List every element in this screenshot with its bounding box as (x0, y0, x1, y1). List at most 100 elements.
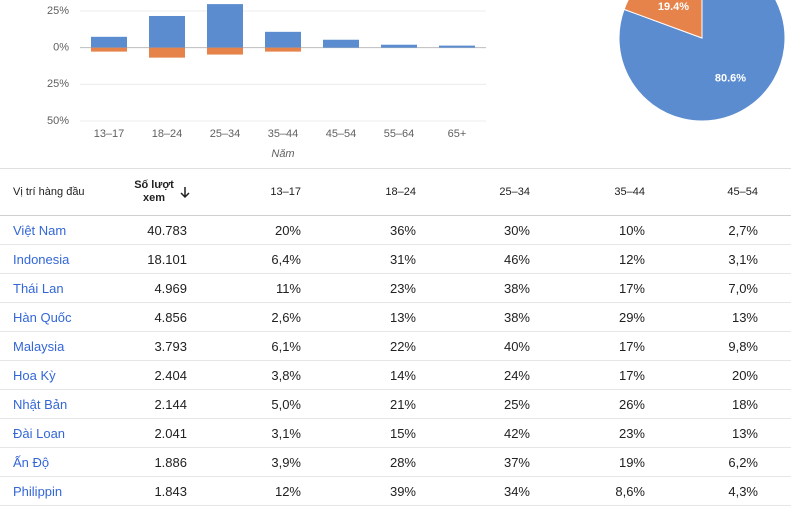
table-cell: 20% (645, 360, 758, 390)
country-link[interactable]: Thái Lan (0, 273, 130, 303)
bar (207, 47, 243, 55)
table-row: Hoa Kỳ 2.404 3,8% 14% 24% 17% 20% (0, 360, 791, 390)
header-cell: 13–17 (187, 168, 301, 216)
country-link[interactable]: Malaysia (0, 331, 130, 361)
y-tick-label: 25% (47, 5, 69, 17)
country-link[interactable]: Indonesia (0, 244, 130, 274)
table-row: Philippin 1.843 12% 39% 34% 8,6% 4,3% (0, 476, 791, 506)
table-cell: 7,0% (645, 273, 758, 303)
table-cell: 22% (301, 331, 416, 361)
table-cell: 1.886 (130, 447, 187, 477)
table-cell: 23% (530, 418, 645, 448)
table-body: Việt Nam 40.783 20% 36% 30% 10% 2,7% Indonesia 1… (0, 215, 791, 506)
table-cell: 38% (416, 302, 530, 332)
bar (323, 39, 359, 48)
table-row: Malaysia 3.793 6,1% 22% 40% 17% 9,8% (0, 331, 791, 361)
table-cell: 25% (416, 389, 530, 419)
table-cell: 20% (187, 215, 301, 245)
row-spacer (758, 389, 791, 419)
table-cell: 2,7% (645, 215, 758, 245)
table-cell: 31% (301, 244, 416, 274)
table-cell: 3,9% (187, 447, 301, 477)
table-cell: 34% (416, 476, 530, 506)
table-cell: 29% (530, 302, 645, 332)
table-cell: 3.793 (130, 331, 187, 361)
table-cell: 39% (301, 476, 416, 506)
table-cell: 6,2% (645, 447, 758, 477)
table-cell: 19% (530, 447, 645, 477)
bar (265, 47, 301, 52)
table-row: Thái Lan 4.969 11% 23% 38% 17% 7,0% (0, 273, 791, 303)
country-link[interactable]: Đài Loan (0, 418, 130, 448)
table-cell: 13% (645, 418, 758, 448)
header-cell: 25–34 (416, 168, 530, 216)
table-cell: 40% (416, 331, 530, 361)
table-cell: 18% (645, 389, 758, 419)
country-link[interactable]: Philippin (0, 476, 130, 506)
table-cell: 12% (187, 476, 301, 506)
table-row: Việt Nam 40.783 20% 36% 30% 10% 2,7% (0, 215, 791, 245)
table-cell: 2.404 (130, 360, 187, 390)
x-tick-label: 13–17 (94, 128, 125, 140)
table-cell: 40.783 (130, 215, 187, 245)
row-spacer (758, 360, 791, 390)
table-cell: 6,1% (187, 331, 301, 361)
slice-label: 19.4% (658, 1, 689, 13)
header-cell: Vị trí hàng đầu (0, 168, 130, 216)
row-spacer (758, 476, 791, 506)
table-cell: 37% (416, 447, 530, 477)
table-cell: 14% (301, 360, 416, 390)
sort-header: Số lượt xem (130, 179, 192, 205)
header-row: Vị trí hàng đầu Số lượt xem 13–17 18–24 25–3… (0, 168, 791, 216)
header-spacer (758, 168, 791, 216)
row-spacer (758, 244, 791, 274)
table-cell: 28% (301, 447, 416, 477)
table-cell: 1.843 (130, 476, 187, 506)
table-cell: 9,8% (645, 331, 758, 361)
table-cell: 21% (301, 389, 416, 419)
table-row: Đài Loan 2.041 3,1% 15% 42% 23% 13% (0, 418, 791, 448)
country-link[interactable]: Việt Nam (0, 215, 130, 245)
table-cell: 4.969 (130, 273, 187, 303)
table-row: Indonesia 18.101 6,4% 31% 46% 12% 3,1% (0, 244, 791, 274)
header-cell: 18–24 (301, 168, 416, 216)
header-cell[interactable]: Số lượt xem (130, 168, 190, 216)
row-spacer (758, 331, 791, 361)
header-text: Số lượt xem (134, 179, 174, 204)
y-tick-label: 25% (47, 78, 69, 90)
table-cell: 38% (416, 273, 530, 303)
country-link[interactable]: Hoa Kỳ (0, 360, 130, 390)
x-axis-label: Năm (271, 148, 294, 160)
slice-label: 80.6% (715, 73, 746, 85)
bar (91, 36, 127, 48)
table-row: Hàn Quốc 4.856 2,6% 13% 38% 29% 13% (0, 302, 791, 332)
table-cell: 17% (530, 360, 645, 390)
table-cell: 3,1% (645, 244, 758, 274)
x-tick-label: 25–34 (210, 128, 241, 140)
table-cell: 24% (416, 360, 530, 390)
row-spacer (758, 215, 791, 245)
table-cell: 2.144 (130, 389, 187, 419)
table-cell: 3,1% (187, 418, 301, 448)
bar (207, 4, 243, 48)
x-tick-label: 18–24 (152, 128, 183, 140)
table-cell: 10% (530, 215, 645, 245)
country-link[interactable]: Nhật Bản (0, 389, 130, 419)
sort-arrow (180, 187, 190, 199)
y-tick-label: 50% (47, 115, 69, 127)
row-spacer (758, 302, 791, 332)
table-cell: 30% (416, 215, 530, 245)
table-cell: 15% (301, 418, 416, 448)
bar (149, 15, 185, 48)
bar (265, 31, 301, 48)
country-link[interactable]: Hàn Quốc (0, 302, 130, 332)
x-tick-label: 45–54 (326, 128, 357, 140)
bar (381, 44, 417, 48)
table-cell: 42% (416, 418, 530, 448)
bar (149, 47, 185, 58)
country-link[interactable]: Ấn Độ (0, 447, 130, 477)
charts: 50% 25% 0% 25% 13–17 18–24 25–34 35–44 45–54 55–6… (47, 0, 786, 160)
table-cell: 5,0% (187, 389, 301, 419)
table-cell: 17% (530, 331, 645, 361)
